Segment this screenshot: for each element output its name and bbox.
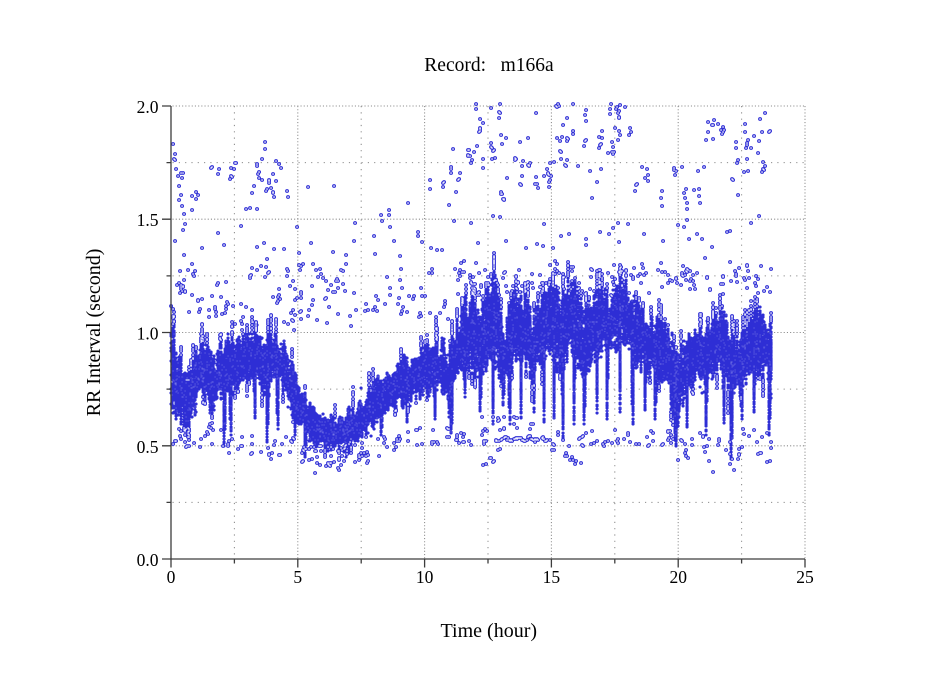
svg-text:0: 0 (167, 567, 176, 587)
svg-text:Time (hour): Time (hour) (441, 620, 537, 642)
svg-text:RR Interval (second): RR Interval (second) (83, 249, 105, 417)
svg-text:1.5: 1.5 (137, 210, 159, 230)
svg-text:0.5: 0.5 (137, 437, 159, 457)
svg-text:10: 10 (416, 567, 434, 587)
svg-text:0.0: 0.0 (137, 550, 159, 570)
svg-text:5: 5 (293, 567, 302, 587)
svg-text:15: 15 (543, 567, 561, 587)
svg-text:Record: m166a: Record: m166a (424, 55, 554, 76)
svg-text:1.0: 1.0 (137, 324, 159, 344)
svg-text:2.0: 2.0 (137, 97, 159, 117)
svg-text:25: 25 (796, 567, 814, 587)
svg-text:20: 20 (669, 567, 687, 587)
